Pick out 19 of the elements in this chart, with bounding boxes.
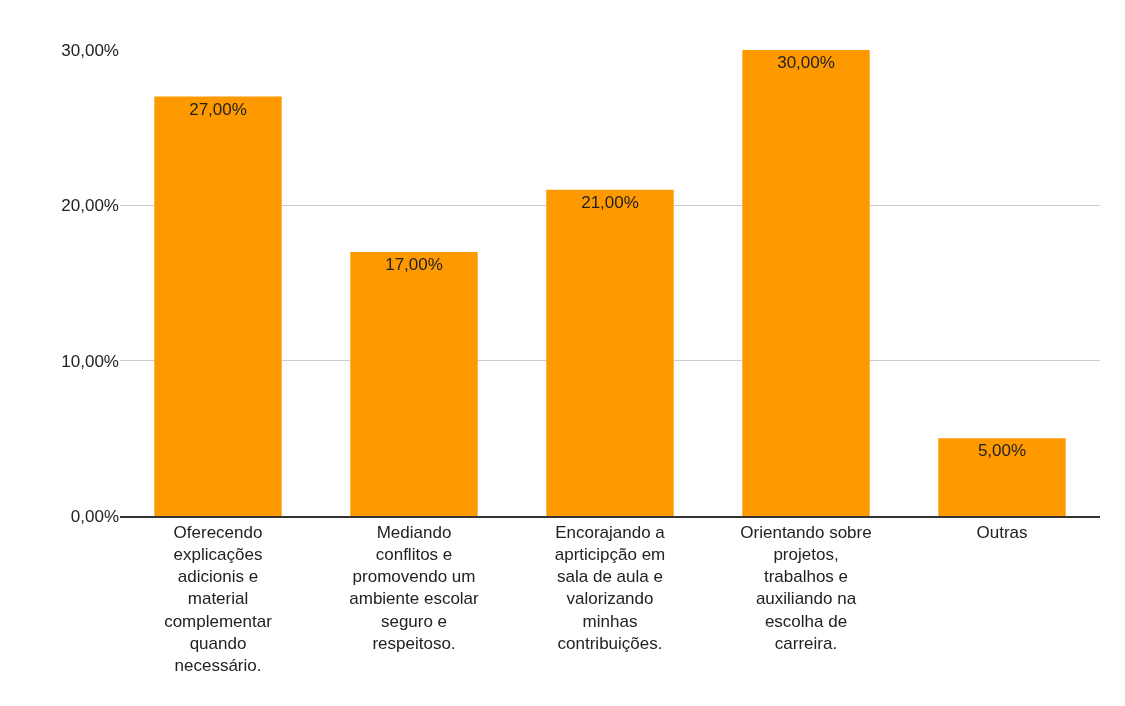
x-tick-label: Oferecendo explicações adicionis e material complementar quando necessário. <box>164 523 273 675</box>
bar <box>350 251 478 516</box>
data-label: 5,00% <box>977 441 1027 461</box>
y-tick-label: 20,00% <box>61 196 119 216</box>
data-label: 17,00% <box>385 254 443 274</box>
bar <box>154 96 282 516</box>
x-tick-label: Orientando sobre projetos, trabalhos e auxiliando na escolha de carreira. <box>740 523 872 653</box>
y-tick-label: 0,00% <box>70 506 119 526</box>
bar <box>938 438 1066 516</box>
x-tick-label: Outras <box>976 523 1028 543</box>
y-tick-label: 30,00% <box>61 40 119 60</box>
data-label: 30,00% <box>777 53 835 72</box>
x-tick-label: Encorajando a aprticipção em sala de aula e valorizando minhas contribuições. <box>554 523 666 653</box>
bar <box>742 50 870 516</box>
x-tick-label: Mediando conflitos e promovendo um ambiente escolar seguro e respeitoso. <box>349 523 480 653</box>
data-label: 21,00% <box>581 192 639 212</box>
y-tick-label: 10,00% <box>61 351 119 371</box>
data-label: 27,00% <box>189 99 247 119</box>
bar <box>546 189 674 516</box>
